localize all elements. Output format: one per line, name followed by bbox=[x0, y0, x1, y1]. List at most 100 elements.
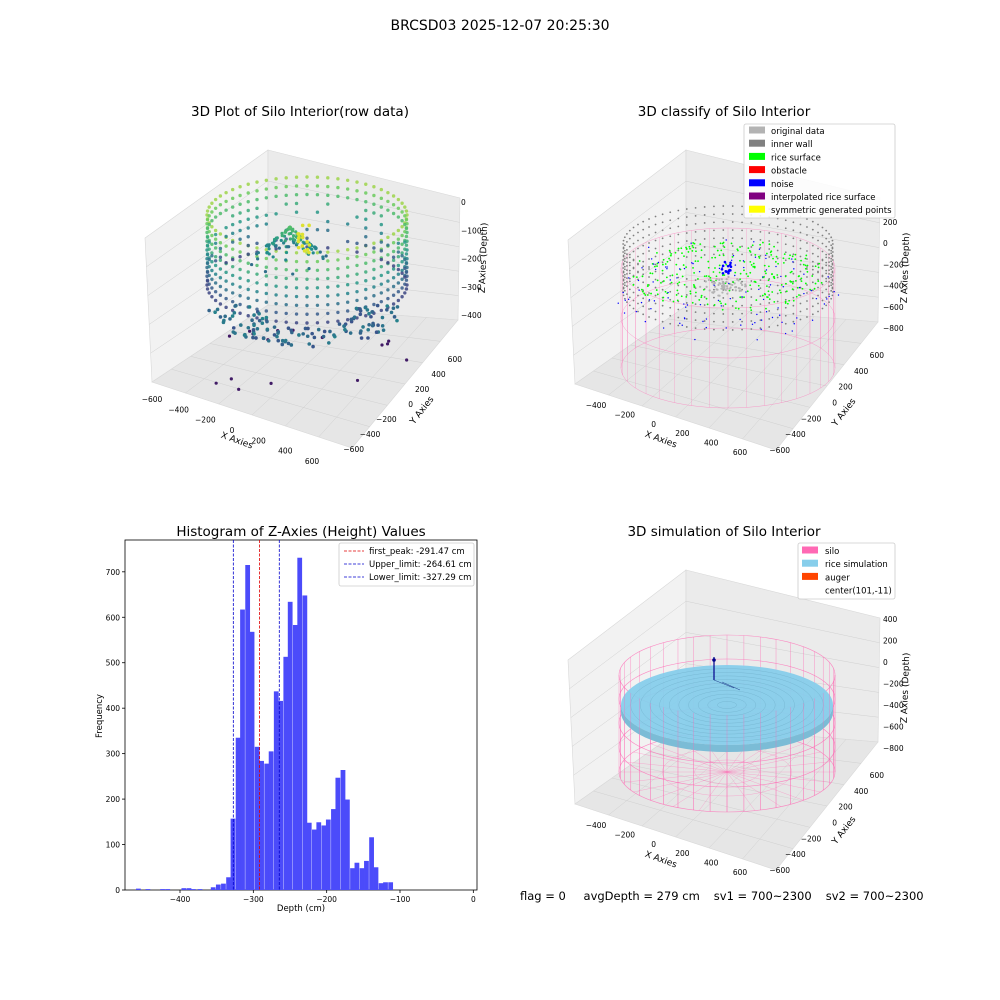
data-point bbox=[400, 233, 404, 238]
wall-point bbox=[713, 253, 715, 256]
wall-point bbox=[626, 285, 628, 288]
noise-point bbox=[765, 269, 768, 271]
data-point bbox=[326, 246, 330, 250]
data-point bbox=[297, 333, 301, 337]
wall-point bbox=[669, 211, 672, 214]
data-point bbox=[355, 378, 360, 383]
z-tick-label: 200 bbox=[883, 218, 898, 227]
data-point bbox=[205, 261, 210, 266]
rice-point bbox=[675, 294, 678, 296]
wall-point bbox=[626, 272, 628, 275]
data-point bbox=[246, 279, 250, 283]
wall-point bbox=[713, 213, 715, 216]
wall-point bbox=[654, 239, 657, 242]
wall-point bbox=[642, 265, 645, 268]
data-point bbox=[273, 244, 278, 248]
wall-point bbox=[648, 242, 650, 244]
wall-point bbox=[722, 245, 725, 247]
silo-floor-line bbox=[633, 771, 728, 793]
rice-point bbox=[668, 257, 670, 260]
rice-point bbox=[779, 291, 782, 294]
wall-point bbox=[626, 253, 628, 256]
rice-surface bbox=[621, 665, 833, 745]
z-tick-label: 400 bbox=[883, 615, 898, 624]
noise-point bbox=[810, 289, 812, 292]
y-tick-label: 200 bbox=[838, 383, 853, 392]
legend-swatch bbox=[749, 166, 765, 174]
data-point bbox=[307, 342, 312, 346]
data-point bbox=[305, 303, 309, 308]
rice-point bbox=[661, 269, 664, 272]
noise-point bbox=[641, 267, 643, 269]
original-point bbox=[729, 286, 732, 289]
wall-point bbox=[825, 269, 828, 272]
y-tick-label: 400 bbox=[854, 787, 869, 796]
data-point bbox=[386, 253, 390, 257]
wall-point bbox=[792, 312, 795, 315]
noise-point bbox=[635, 310, 638, 313]
data-point bbox=[284, 193, 288, 198]
data-point bbox=[260, 316, 265, 321]
histogram-bar bbox=[230, 818, 236, 890]
data-point bbox=[274, 236, 278, 240]
data-point bbox=[274, 266, 278, 271]
sv1-value: sv1 = 700~2300 bbox=[713, 889, 812, 903]
data-point bbox=[310, 331, 314, 336]
data-point bbox=[307, 250, 311, 255]
y-tick-label: −200 bbox=[801, 414, 822, 423]
data-point bbox=[218, 284, 223, 289]
wall-point bbox=[792, 229, 795, 232]
data-point bbox=[265, 319, 269, 324]
x-tick-label: −400 bbox=[168, 405, 189, 414]
data-point bbox=[404, 243, 409, 247]
wall-point bbox=[821, 266, 824, 269]
wall-point bbox=[622, 239, 625, 242]
wall-point bbox=[694, 206, 697, 209]
histogram-bar bbox=[278, 700, 284, 890]
data-point bbox=[404, 261, 409, 266]
rice-point bbox=[765, 252, 768, 255]
wall-point bbox=[821, 283, 824, 286]
wall-point bbox=[677, 324, 680, 327]
rice-point bbox=[662, 299, 664, 302]
wall-point bbox=[677, 225, 680, 228]
data-point bbox=[218, 315, 223, 319]
rice-point bbox=[743, 296, 745, 299]
histogram-bar bbox=[369, 837, 374, 890]
y-tick-label: −400 bbox=[360, 430, 381, 439]
rice-point bbox=[665, 276, 668, 279]
data-point bbox=[404, 234, 409, 239]
data-point bbox=[210, 201, 214, 205]
data-point bbox=[364, 243, 368, 248]
wall-point bbox=[642, 252, 645, 255]
wall-point bbox=[830, 297, 833, 300]
rice-point bbox=[689, 292, 692, 295]
wall-point bbox=[637, 255, 639, 258]
wall-point bbox=[784, 235, 787, 238]
wall-point bbox=[654, 231, 657, 234]
data-point bbox=[380, 315, 385, 320]
rice-point bbox=[813, 287, 816, 290]
rice-point bbox=[728, 289, 731, 292]
wall-point bbox=[821, 234, 824, 237]
rice-point bbox=[678, 281, 681, 284]
rice-point bbox=[683, 283, 686, 286]
wall-point bbox=[799, 223, 802, 226]
data-point bbox=[380, 343, 384, 347]
rice-point bbox=[736, 249, 739, 252]
wall-point bbox=[685, 318, 688, 320]
noise-point bbox=[648, 246, 650, 249]
wall-point bbox=[713, 221, 715, 224]
original-point bbox=[734, 286, 737, 289]
data-point bbox=[326, 276, 330, 281]
rice-point bbox=[743, 269, 745, 272]
histogram-bar bbox=[364, 860, 369, 890]
wall-point bbox=[694, 327, 697, 330]
data-point bbox=[372, 241, 376, 245]
rice-point bbox=[734, 271, 737, 274]
rice-point bbox=[647, 283, 649, 286]
rice-point bbox=[747, 275, 749, 278]
data-point bbox=[238, 202, 242, 206]
data-point bbox=[224, 305, 228, 310]
data-point bbox=[284, 250, 289, 255]
